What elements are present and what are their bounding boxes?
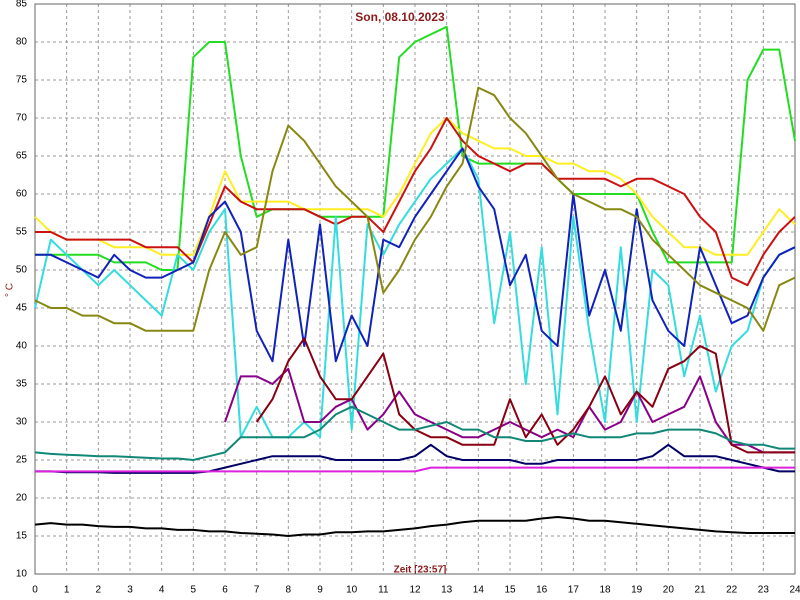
x-tick-label: 8: [286, 585, 292, 596]
y-axis-label: ° C: [5, 283, 16, 297]
x-tick-label: 16: [536, 585, 548, 596]
series-line: [35, 25, 796, 271]
x-tick-label: 14: [473, 585, 485, 596]
series-line: [34, 516, 795, 537]
x-tick-label: 15: [504, 585, 516, 596]
x-tick-label: 24: [789, 585, 800, 596]
y-tick-label: 10: [16, 569, 28, 580]
x-tick-label: 18: [599, 585, 611, 596]
x-tick-label: 20: [663, 585, 675, 596]
x-tick-label: 7: [254, 585, 260, 596]
series-line: [35, 147, 796, 363]
y-tick-label: 70: [16, 113, 28, 124]
y-tick-label: 35: [16, 379, 28, 390]
y-tick-label: 65: [16, 151, 28, 162]
series-line: [35, 466, 795, 473]
x-tick-label: 6: [222, 585, 228, 596]
x-tick-label: 10: [346, 585, 358, 596]
series-line: [35, 117, 796, 287]
y-tick-label: 55: [16, 227, 28, 238]
y-tick-label: 75: [16, 75, 28, 86]
series-line: [224, 367, 795, 454]
chart-title: Son, 08.10.2023: [355, 10, 445, 24]
series-line: [34, 117, 796, 256]
y-tick-label: 45: [16, 303, 28, 314]
x-tick-label: 19: [631, 585, 643, 596]
series-line: [34, 86, 796, 332]
x-tick-label: 17: [568, 585, 580, 596]
y-tick-label: 80: [16, 37, 28, 48]
y-tick-label: 20: [16, 493, 28, 504]
x-tick-label: 22: [726, 585, 738, 596]
x-tick-label: 2: [96, 585, 102, 596]
x-tick-label: 5: [191, 585, 197, 596]
x-tick-label: 13: [441, 585, 453, 596]
x-axis-label: Zeit [23:57]: [394, 565, 447, 576]
x-tick-label: 23: [758, 585, 770, 596]
x-tick-label: 4: [159, 585, 165, 596]
x-tick-label: 12: [409, 585, 421, 596]
y-tick-label: 15: [16, 531, 28, 542]
y-tick-label: 40: [16, 341, 28, 352]
x-tick-label: 9: [317, 585, 323, 596]
series-line: [35, 443, 795, 474]
x-tick-label: 3: [127, 585, 133, 596]
x-tick-label: 11: [378, 585, 389, 596]
y-tick-label: 60: [16, 189, 28, 200]
series-line: [255, 337, 795, 454]
series-line: [34, 405, 795, 461]
series-line: [34, 147, 796, 439]
y-tick-label: 25: [16, 455, 28, 466]
y-tick-label: 30: [16, 417, 28, 428]
x-tick-label: 0: [32, 585, 38, 596]
plot-frame: [34, 3, 796, 575]
x-tick-label: 1: [64, 585, 70, 596]
y-tick-label: 85: [16, 0, 28, 10]
y-tick-label: 50: [16, 265, 28, 276]
x-tick-label: 21: [694, 585, 706, 596]
